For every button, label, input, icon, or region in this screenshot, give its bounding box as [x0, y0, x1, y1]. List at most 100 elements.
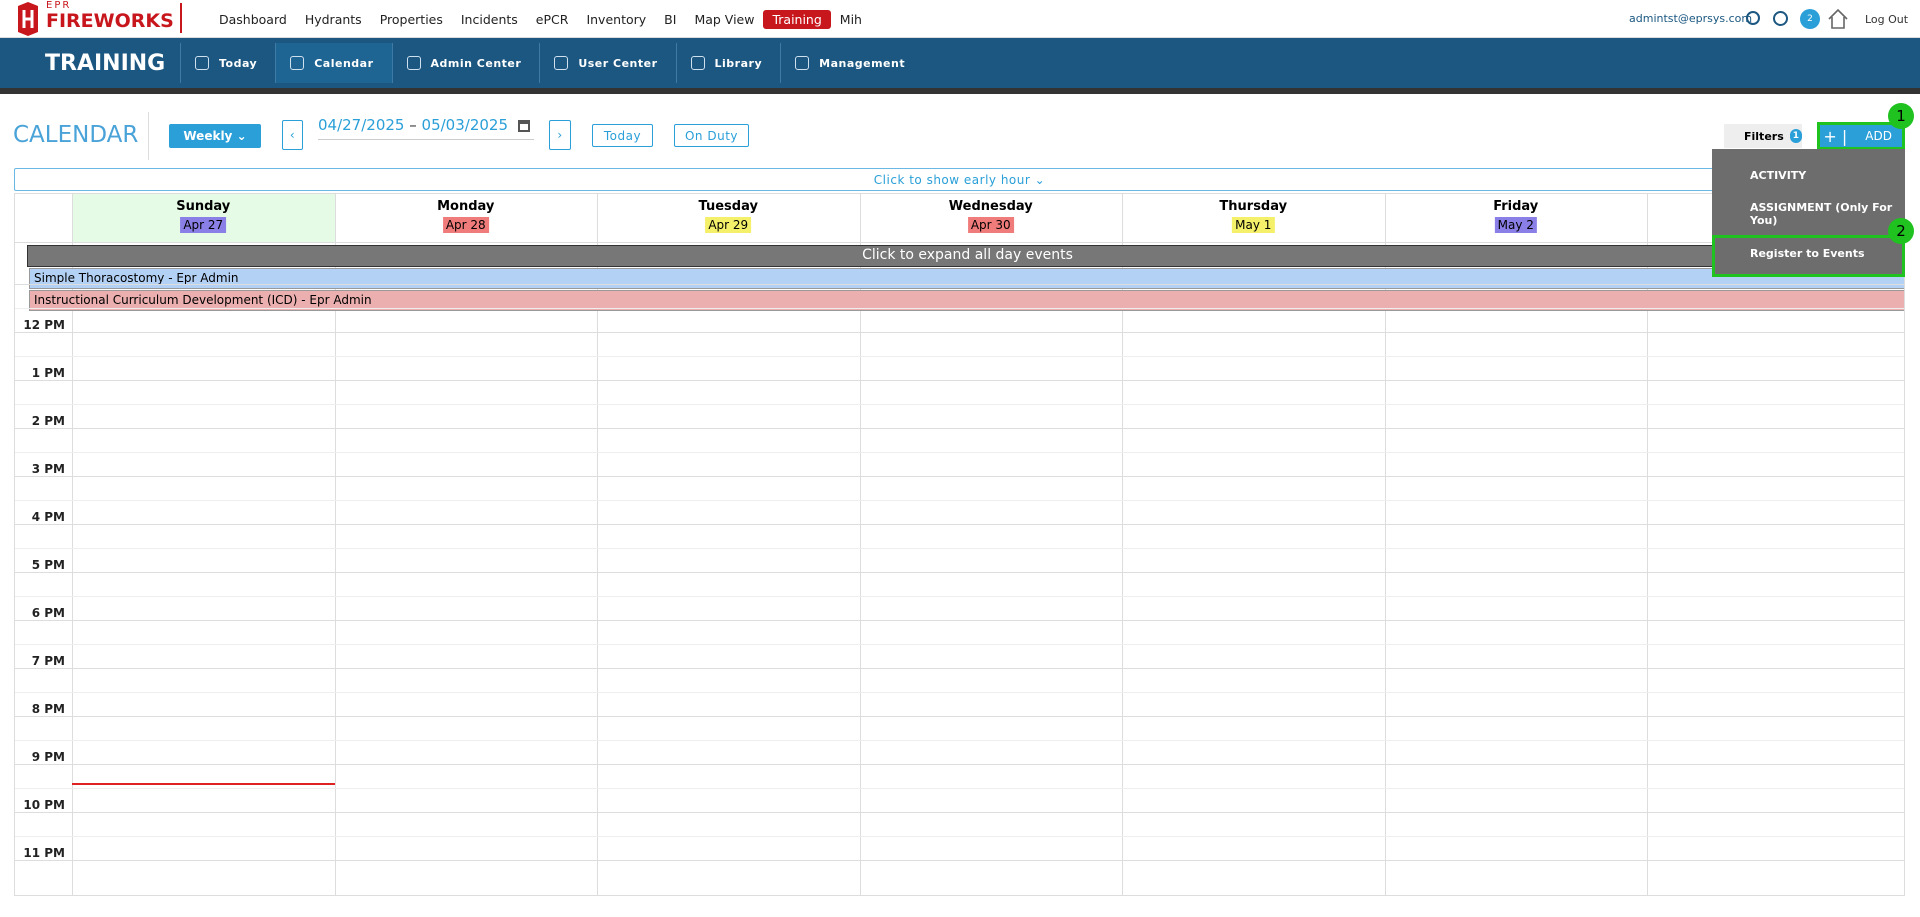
nav-link[interactable]: ePCR — [535, 11, 569, 27]
slot-line — [15, 836, 1904, 837]
day-name: Wednesday — [948, 199, 1033, 214]
day-date: May 1 — [1232, 217, 1275, 233]
messages-badge[interactable]: 2 — [1800, 9, 1820, 29]
nav-link[interactable]: Inventory — [586, 11, 647, 27]
slot-line — [15, 284, 1904, 285]
day-date: Apr 30 — [967, 217, 1014, 233]
nav-links: Dashboard Hydrants Properties Incidents ePCR… — [210, 0, 871, 38]
hour-label: 5 PM — [31, 558, 65, 572]
nav-link[interactable]: Incidents — [460, 11, 518, 27]
hour-label: 6 PM — [31, 606, 65, 620]
nav-link[interactable]: Dashboard — [219, 11, 287, 27]
view-select[interactable]: Weekly ⌄ — [169, 124, 261, 148]
logout-link[interactable]: Log Out — [1865, 13, 1909, 26]
date-range[interactable]: 04/27/2025 – 05/03/2025 — [318, 116, 534, 140]
hour-label: 10 PM — [23, 798, 65, 812]
module-title: TRAINING — [45, 51, 166, 76]
column-line — [859, 194, 861, 895]
home-icon[interactable] — [1826, 7, 1850, 31]
dropdown-item[interactable]: Register to Events — [1750, 246, 1865, 260]
end-date: 05/03/2025 — [421, 116, 508, 134]
column-line — [72, 194, 73, 895]
slot-line — [15, 620, 1904, 621]
hour-label: 2 PM — [31, 414, 65, 428]
slot-line — [15, 524, 1904, 525]
day-name: Sunday — [176, 199, 231, 214]
hour-label: 9 PM — [31, 750, 65, 764]
day-name: Thursday — [1219, 199, 1288, 214]
header-line — [15, 242, 1904, 243]
nav-link[interactable]: Properties — [379, 11, 443, 27]
slot-line — [15, 428, 1904, 429]
today-button[interactable]: Today — [592, 124, 653, 147]
divider — [148, 112, 149, 160]
slot-line — [15, 572, 1904, 573]
nav-link[interactable]: Hydrants — [304, 11, 362, 27]
nav-link[interactable]: Map View — [694, 11, 755, 27]
profile-icon[interactable] — [1746, 11, 1760, 25]
slot-line — [15, 692, 1904, 693]
dropdown-item[interactable]: ACTIVITY — [1750, 168, 1807, 182]
module-tab[interactable]: User Center — [539, 43, 675, 83]
hour-label: 11 PM — [23, 846, 65, 860]
module-tab[interactable]: Management — [780, 43, 923, 83]
start-date: 04/27/2025 — [318, 116, 405, 134]
hour-label: 12 PM — [23, 318, 65, 332]
slot-line — [15, 380, 1904, 381]
tasks-icon[interactable] — [1773, 11, 1788, 26]
prev-button[interactable]: ‹ — [282, 120, 303, 150]
nav-link[interactable]: Mih — [839, 11, 862, 27]
day-date: Apr 28 — [442, 217, 489, 233]
slot-line — [15, 860, 1904, 861]
column-line — [1647, 194, 1648, 895]
column-line — [1384, 194, 1386, 895]
day-name: Tuesday — [698, 199, 758, 214]
nav-link[interactable]: BI — [664, 11, 677, 27]
early-hour-label: Click to show early hour — [873, 172, 1031, 187]
slot-line — [15, 644, 1904, 645]
slot-line — [15, 740, 1904, 741]
calendar-grid: Sunday Apr 27 Monday Apr 28 Tuesday Apr 29 Wed… — [14, 193, 1905, 896]
logo-small: EPR — [46, 0, 72, 11]
day-date: Apr 27 — [180, 217, 227, 233]
current-time-line — [72, 783, 335, 785]
on-duty-button[interactable]: On Duty — [674, 124, 749, 147]
annotation: 1 — [1888, 103, 1914, 129]
module-strip — [0, 88, 1920, 94]
hour-label: 1 PM — [31, 366, 65, 380]
module-tab[interactable]: Calendar — [275, 43, 392, 83]
module-tab[interactable]: Today — [180, 43, 275, 83]
all-day-toggle[interactable]: Click to expand all day events — [27, 245, 1904, 267]
early-hour-bar[interactable]: Click to show early hour ⌄ — [14, 168, 1905, 191]
add-button[interactable]: + | ADD — [1817, 122, 1905, 150]
slot-line — [15, 404, 1904, 405]
slot-line — [15, 596, 1904, 597]
calendar-icon[interactable] — [518, 120, 530, 132]
logo-divider — [180, 3, 182, 33]
column-line — [597, 194, 598, 895]
slot-line — [15, 452, 1904, 453]
next-button[interactable]: › — [549, 120, 571, 150]
dropdown-item[interactable]: ASSIGNMENT (Only For You) — [1750, 201, 1893, 227]
date-separator: – — [409, 116, 417, 134]
view-label: Weekly — [183, 129, 233, 143]
slot-line — [15, 812, 1904, 813]
event[interactable]: Simple Thoracostomy - Epr Admin — [29, 268, 1904, 289]
hour-label: 7 PM — [31, 654, 65, 668]
hour-label: 4 PM — [31, 510, 65, 524]
module-tab[interactable]: Admin Center — [391, 43, 540, 83]
slot-line — [15, 476, 1904, 477]
module-tabs: Today Calendar Admin Center User Center Libr… — [180, 38, 923, 88]
column-line — [334, 194, 336, 895]
filters-button[interactable]: Filters 1 — [1724, 124, 1802, 148]
event[interactable]: Instructional Curriculum Development (IC… — [29, 290, 1904, 311]
slot-line — [15, 764, 1904, 765]
module-tab[interactable]: Library — [675, 43, 781, 83]
day-name: Friday — [1493, 199, 1539, 214]
hour-label: 3 PM — [31, 462, 65, 476]
nav-link[interactable]: Training — [763, 9, 831, 29]
calendar-title: CALENDAR — [13, 122, 139, 148]
user-email[interactable]: admintst@eprsys.com — [1629, 12, 1753, 25]
slot-line — [15, 668, 1904, 669]
